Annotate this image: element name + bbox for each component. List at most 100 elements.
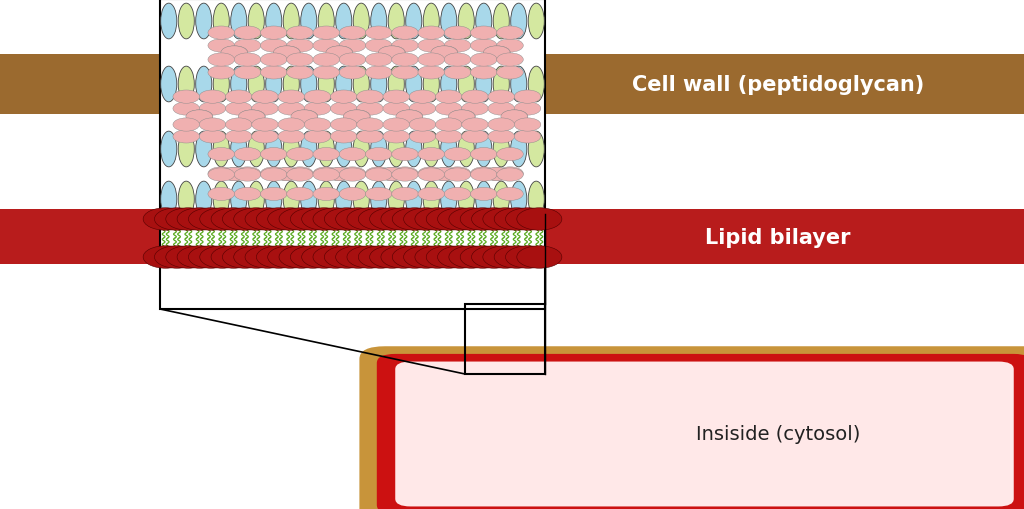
Circle shape	[460, 208, 505, 231]
Circle shape	[418, 167, 444, 181]
Ellipse shape	[213, 182, 229, 217]
Circle shape	[339, 148, 366, 161]
Circle shape	[200, 130, 226, 144]
Circle shape	[234, 27, 261, 40]
Circle shape	[410, 91, 436, 104]
Circle shape	[287, 148, 313, 161]
Circle shape	[488, 130, 515, 144]
Ellipse shape	[248, 4, 264, 40]
Ellipse shape	[423, 67, 439, 103]
Circle shape	[497, 167, 523, 181]
Circle shape	[291, 208, 336, 231]
Circle shape	[366, 40, 392, 53]
Circle shape	[339, 167, 366, 181]
Circle shape	[483, 47, 510, 60]
FancyBboxPatch shape	[359, 347, 1024, 509]
Ellipse shape	[196, 67, 212, 103]
Circle shape	[396, 110, 423, 124]
Circle shape	[483, 168, 510, 181]
Circle shape	[356, 103, 383, 116]
Circle shape	[444, 40, 471, 53]
Circle shape	[327, 47, 353, 60]
Ellipse shape	[265, 4, 282, 40]
Circle shape	[221, 168, 248, 181]
Circle shape	[497, 40, 523, 53]
Circle shape	[495, 246, 540, 269]
Circle shape	[501, 110, 527, 124]
Circle shape	[234, 168, 261, 182]
Ellipse shape	[318, 67, 334, 103]
Circle shape	[356, 119, 383, 132]
Circle shape	[326, 168, 352, 181]
Circle shape	[470, 40, 497, 53]
Circle shape	[506, 246, 551, 269]
Circle shape	[444, 27, 471, 40]
Circle shape	[392, 188, 419, 201]
Circle shape	[437, 246, 482, 269]
Ellipse shape	[265, 67, 282, 103]
Circle shape	[444, 54, 471, 67]
Circle shape	[200, 103, 226, 116]
Circle shape	[514, 91, 541, 104]
Circle shape	[143, 246, 188, 269]
Ellipse shape	[336, 4, 352, 40]
Ellipse shape	[353, 132, 370, 167]
Circle shape	[418, 148, 444, 161]
Circle shape	[260, 148, 287, 161]
Circle shape	[208, 27, 234, 40]
Circle shape	[370, 208, 415, 231]
Ellipse shape	[230, 67, 247, 103]
Ellipse shape	[318, 132, 334, 167]
Circle shape	[431, 47, 458, 60]
Circle shape	[233, 246, 279, 269]
Circle shape	[366, 188, 392, 201]
Ellipse shape	[213, 67, 229, 103]
Circle shape	[208, 148, 234, 161]
Circle shape	[470, 27, 497, 40]
Circle shape	[497, 27, 523, 40]
Ellipse shape	[476, 182, 492, 217]
Ellipse shape	[494, 132, 509, 167]
Circle shape	[344, 110, 371, 124]
Circle shape	[173, 130, 200, 144]
Circle shape	[260, 67, 287, 80]
Circle shape	[260, 40, 287, 53]
Ellipse shape	[371, 67, 387, 103]
Circle shape	[336, 246, 381, 269]
Circle shape	[291, 110, 317, 124]
Circle shape	[435, 130, 462, 144]
Circle shape	[379, 168, 406, 181]
Circle shape	[239, 110, 265, 124]
Ellipse shape	[458, 132, 474, 167]
Circle shape	[234, 67, 261, 80]
Circle shape	[381, 246, 426, 269]
Circle shape	[291, 246, 336, 269]
Circle shape	[221, 168, 248, 181]
Circle shape	[252, 119, 279, 132]
Ellipse shape	[440, 67, 457, 103]
Circle shape	[225, 130, 252, 144]
Circle shape	[403, 246, 449, 269]
Ellipse shape	[196, 4, 212, 40]
Ellipse shape	[301, 67, 316, 103]
Ellipse shape	[161, 182, 177, 217]
Circle shape	[287, 27, 313, 40]
Circle shape	[418, 67, 444, 80]
Circle shape	[331, 119, 357, 132]
Circle shape	[245, 246, 290, 269]
Circle shape	[497, 148, 523, 161]
Circle shape	[435, 119, 462, 132]
Circle shape	[260, 167, 287, 181]
Circle shape	[331, 130, 357, 144]
Circle shape	[221, 47, 248, 60]
Circle shape	[252, 91, 279, 104]
Circle shape	[208, 167, 234, 181]
Circle shape	[497, 188, 523, 201]
Circle shape	[173, 103, 200, 116]
Circle shape	[396, 110, 423, 124]
Circle shape	[497, 67, 523, 80]
Circle shape	[273, 168, 300, 181]
Circle shape	[339, 168, 366, 182]
Circle shape	[313, 188, 340, 201]
Circle shape	[339, 27, 366, 40]
